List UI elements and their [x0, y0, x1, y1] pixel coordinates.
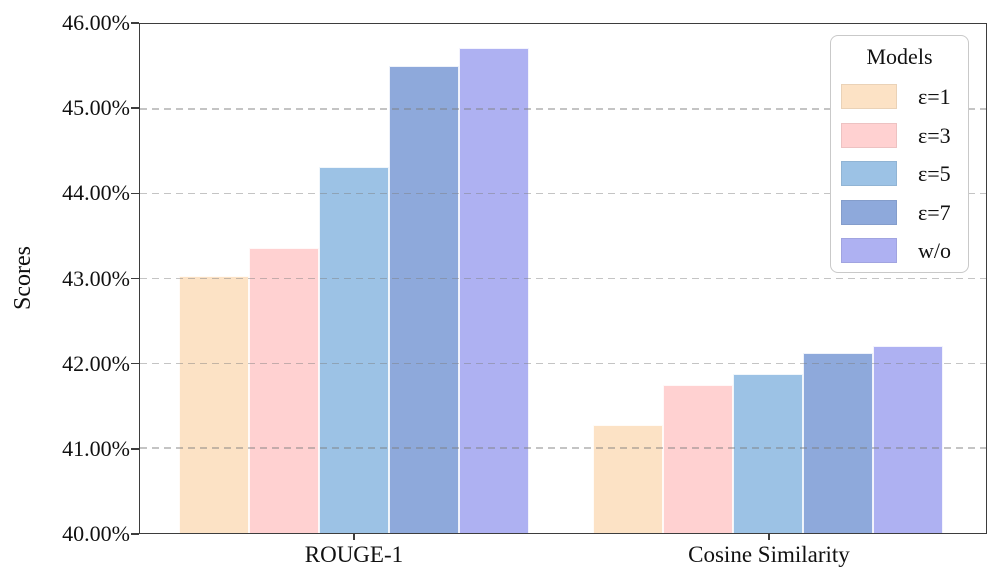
bar-ε=7-ROUGE-1 [389, 66, 460, 533]
legend-label: w/o [918, 238, 951, 263]
bar-w/o-ROUGE-1 [459, 47, 530, 533]
bar-ε=5-Cosine Similarity [733, 373, 804, 533]
bar-ε=5-ROUGE-1 [319, 167, 390, 533]
y-tick-mark [131, 533, 139, 535]
x-tick-label-Cosine Similarity: Cosine Similarity [688, 542, 850, 567]
legend-row: w/o [841, 238, 962, 263]
y-tick-mark [131, 192, 139, 195]
legend-swatch [841, 122, 897, 148]
legend-rows: ε=1 ε=3 ε=5 ε=7 w/o [841, 84, 962, 263]
y-tick-mark [131, 362, 139, 365]
legend-label: ε=7 [918, 199, 951, 225]
x-tick-label-ROUGE-1: ROUGE-1 [304, 542, 404, 567]
y-tick-mark [131, 277, 139, 280]
legend-label: ε=1 [918, 84, 951, 109]
y-tick-mark [131, 448, 139, 450]
legend-row: ε=3 [841, 122, 962, 148]
legend-swatch [841, 199, 897, 225]
y-tick-label: 40.00% [62, 521, 130, 546]
bar-ε=7-Cosine Similarity [803, 353, 874, 533]
y-tick-label: 41.00% [62, 435, 130, 461]
legend-swatch [841, 84, 897, 109]
y-tick-mark [131, 107, 139, 109]
y-tick-label: 46.00% [62, 10, 130, 35]
legend-row: ε=1 [841, 84, 962, 109]
legend-row: ε=5 [841, 161, 962, 186]
x-tick-mark [768, 534, 770, 540]
legend-label: ε=3 [918, 122, 951, 148]
bar-ε=3-ROUGE-1 [249, 247, 320, 533]
y-tick-label: 45.00% [62, 95, 130, 121]
legend-swatch [841, 161, 897, 186]
bar-ε=1-ROUGE-1 [179, 275, 250, 533]
bar-w/o-Cosine Similarity [873, 346, 944, 533]
legend-swatch [841, 238, 897, 263]
legend: Models ε=1 ε=3 ε=5 ε=7 w/o [830, 35, 969, 273]
legend-row: ε=7 [841, 199, 962, 225]
y-tick-mark [131, 22, 139, 24]
y-tick-label: 44.00% [62, 180, 130, 206]
legend-title: Models [866, 44, 933, 69]
legend-label: ε=5 [918, 161, 951, 186]
bar-ε=3-Cosine Similarity [663, 385, 734, 533]
bar-ε=1-Cosine Similarity [593, 425, 664, 533]
x-tick-mark [353, 534, 355, 540]
y-tick-label: 42.00% [62, 350, 130, 376]
y-tick-label: 43.00% [62, 265, 130, 291]
